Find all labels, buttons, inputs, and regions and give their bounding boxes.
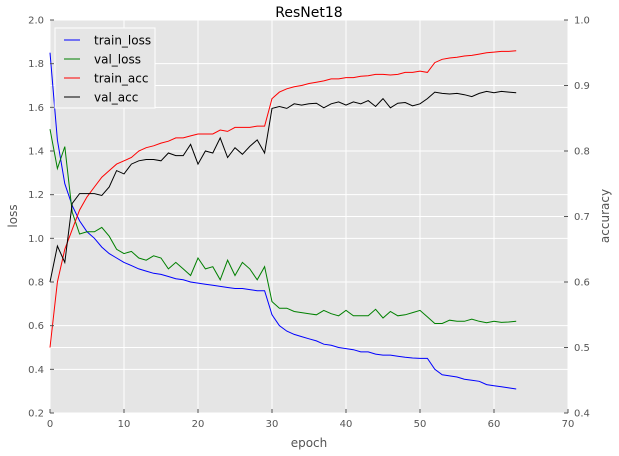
x-tick-label: 40 (340, 419, 353, 430)
x-tick-label: 30 (266, 419, 279, 430)
y-tick-label: 0.8 (28, 278, 44, 289)
y-right-tick-label: 1.0 (574, 16, 590, 27)
legend-label: val_loss (94, 53, 141, 67)
y-tick-label: 1.2 (28, 190, 44, 201)
y-tick-label: 1.6 (28, 103, 44, 114)
y-right-tick-label: 0.7 (574, 212, 590, 223)
legend: train_loss val_loss train_acc val_acc (54, 27, 156, 109)
y-tick-label: 0.4 (28, 365, 44, 376)
series-lines (49, 50, 517, 390)
series-line-val-acc (49, 90, 517, 283)
x-tick-label: 70 (562, 419, 575, 430)
y-right-tick-label: 0.5 (574, 343, 590, 354)
y-axis-label: loss (6, 204, 20, 227)
y-axis-right-label: accuracy (598, 189, 612, 243)
y-tick-label: 1.8 (28, 59, 44, 70)
x-tick-label: 0 (47, 419, 53, 430)
legend-label: val_acc (94, 91, 138, 105)
legend-box (54, 27, 156, 109)
y-right-tick-label: 0.8 (574, 147, 590, 158)
y-right-tick-label: 0.4 (574, 409, 590, 420)
x-axis-label: epoch (291, 436, 328, 450)
y-tick-label: 2.0 (28, 16, 44, 27)
y-tick-label: 1.0 (28, 234, 44, 245)
x-tick-label: 50 (414, 419, 427, 430)
y-right-tick-label: 0.9 (574, 81, 590, 92)
series-line-val-loss (49, 129, 517, 324)
legend-label: train_acc (94, 72, 148, 86)
series-line-train-acc (49, 50, 517, 348)
y-right-tick-label: 0.6 (574, 278, 590, 289)
y-tick-label: 0.6 (28, 321, 44, 332)
legend-label: train_loss (94, 34, 151, 48)
series-line-train-loss (49, 52, 517, 390)
x-tick-label: 10 (118, 419, 131, 430)
ticks: 0 10 20 30 40 50 60 70 0.2 0.4 0.6 0.8 1.0 1.2 1.4 1.6 1… (28, 16, 590, 431)
grid (49, 19, 569, 414)
y-tick-label: 0.2 (28, 409, 44, 420)
y-tick-label: 1.4 (28, 147, 44, 158)
x-tick-label: 60 (488, 419, 501, 430)
x-tick-label: 20 (192, 419, 205, 430)
chart-title: ResNet18 (275, 5, 342, 21)
